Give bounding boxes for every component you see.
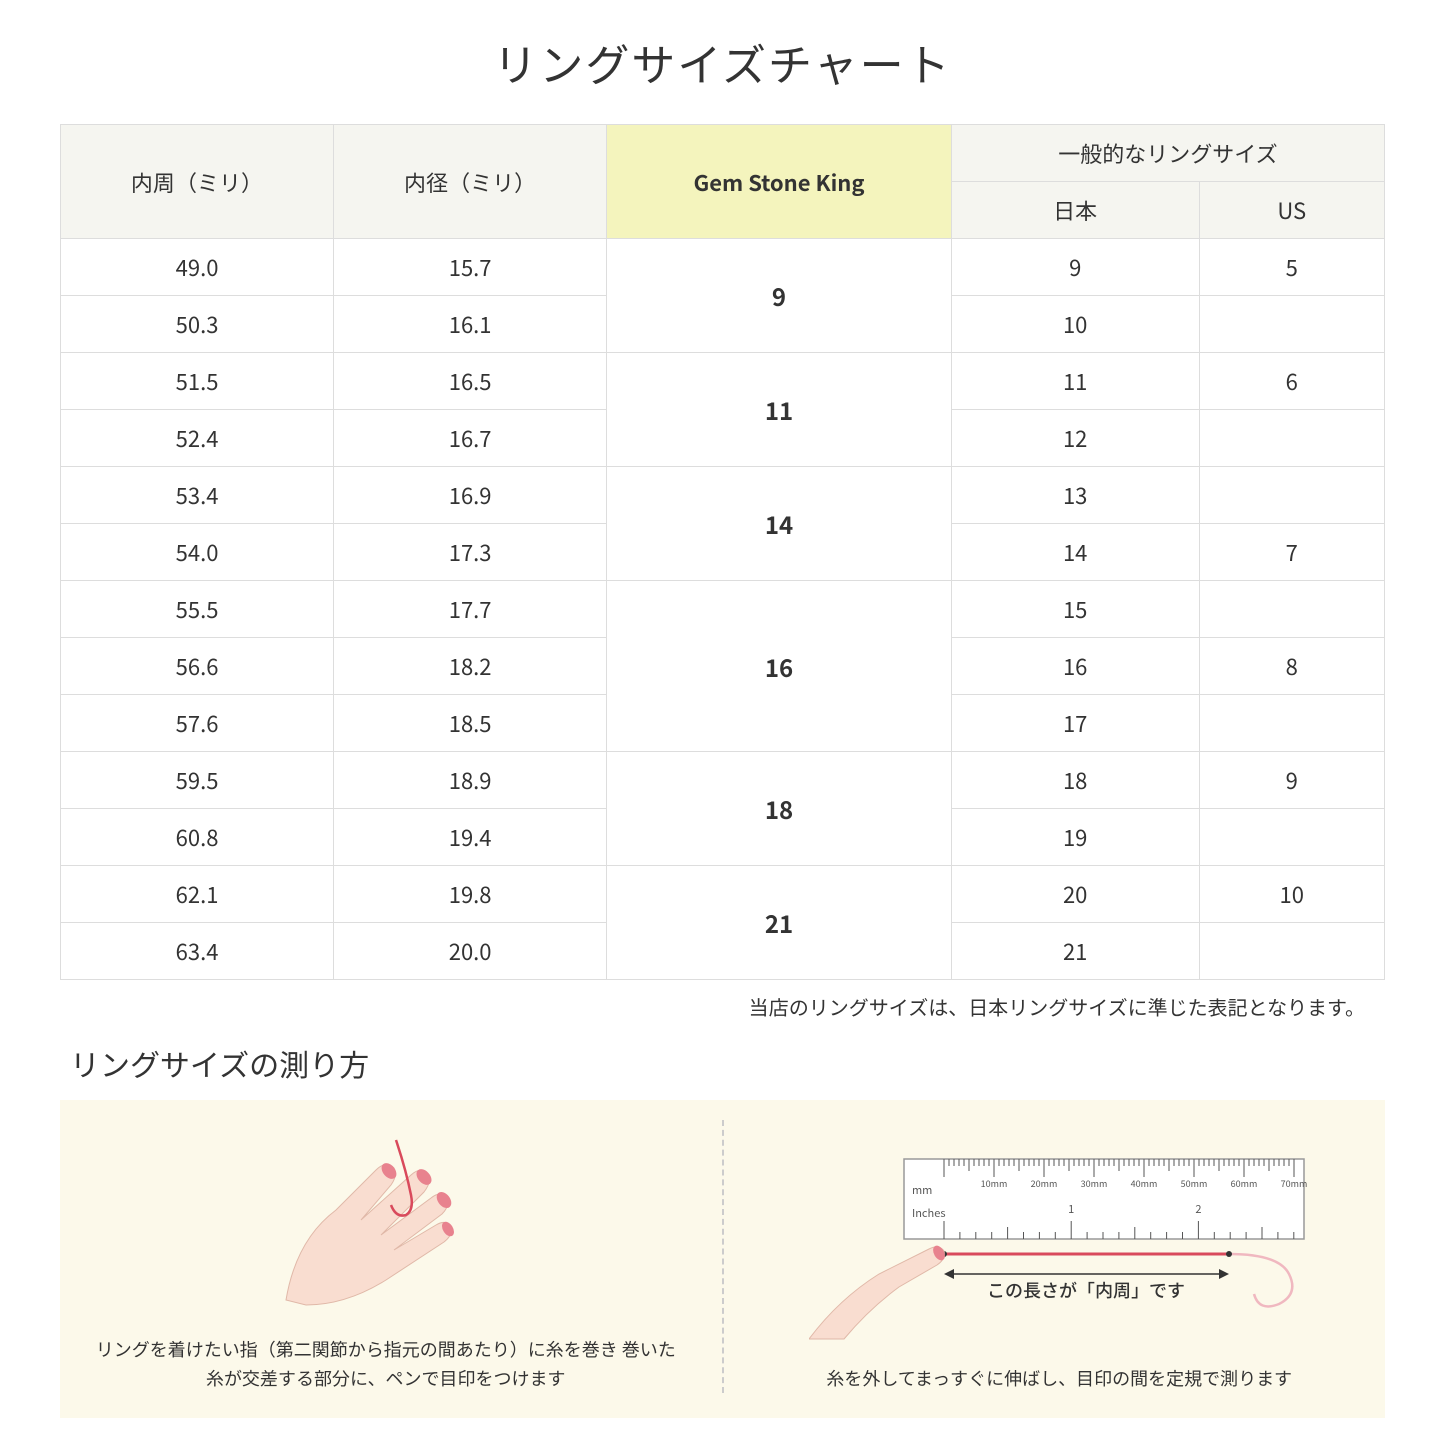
- svg-text:50mm: 50mm: [1181, 1177, 1208, 1190]
- cell-us: [1199, 410, 1384, 467]
- cell-diam: 18.5: [334, 695, 607, 752]
- col-general: 一般的なリングサイズ: [951, 125, 1384, 182]
- cell-jp: 16: [951, 638, 1199, 695]
- svg-text:2: 2: [1196, 1201, 1202, 1217]
- cell-us: 8: [1199, 638, 1384, 695]
- table-row: 59.518.918189: [61, 752, 1385, 809]
- cell-us: [1199, 695, 1384, 752]
- svg-text:10mm: 10mm: [981, 1177, 1008, 1190]
- cell-circ: 55.5: [61, 581, 334, 638]
- table-row: 55.517.71615: [61, 581, 1385, 638]
- cell-gsk: 9: [607, 239, 952, 353]
- table-row: 51.516.511116: [61, 353, 1385, 410]
- cell-us: [1199, 581, 1384, 638]
- cell-diam: 16.1: [334, 296, 607, 353]
- svg-text:70mm: 70mm: [1281, 1177, 1308, 1190]
- cell-jp: 19: [951, 809, 1199, 866]
- cell-jp: 21: [951, 923, 1199, 980]
- cell-diam: 16.7: [334, 410, 607, 467]
- size-note: 当店のリングサイズは、日本リングサイズに準じた表記となります。: [60, 992, 1385, 1021]
- cell-circ: 63.4: [61, 923, 334, 980]
- svg-text:この長さが「内周」です: この長さが「内周」です: [987, 1277, 1185, 1303]
- cell-jp: 15: [951, 581, 1199, 638]
- cell-jp: 17: [951, 695, 1199, 752]
- cell-us: [1199, 467, 1384, 524]
- ruler-measure-icon: mm Inches 10mm 20mm 30mm 40mm 50mm 60mm 70mm 1…: [809, 1149, 1309, 1349]
- panel-divider: [722, 1120, 724, 1393]
- cell-circ: 54.0: [61, 524, 334, 581]
- cell-circ: 52.4: [61, 410, 334, 467]
- cell-jp: 20: [951, 866, 1199, 923]
- cell-diam: 18.2: [334, 638, 607, 695]
- col-us: US: [1199, 182, 1384, 239]
- panel2-text: 糸を外してまっすぐに伸ばし、目印の間を定規で測ります: [826, 1364, 1292, 1393]
- cell-circ: 59.5: [61, 752, 334, 809]
- cell-circ: 49.0: [61, 239, 334, 296]
- cell-circ: 50.3: [61, 296, 334, 353]
- cell-us: 7: [1199, 524, 1384, 581]
- cell-us: 6: [1199, 353, 1384, 410]
- cell-gsk: 14: [607, 467, 952, 581]
- cell-diam: 18.9: [334, 752, 607, 809]
- ring-size-table: 内周（ミリ） 内径（ミリ） Gem Stone King 一般的なリングサイズ …: [60, 124, 1385, 980]
- col-circumference: 内周（ミリ）: [61, 125, 334, 239]
- cell-gsk: 18: [607, 752, 952, 866]
- cell-diam: 16.9: [334, 467, 607, 524]
- cell-gsk: 11: [607, 353, 952, 467]
- panel1-text: リングを着けたい指（第二関節から指元の間あたり）に糸を巻き 巻いた糸が交差する部…: [90, 1335, 682, 1393]
- cell-gsk: 21: [607, 866, 952, 980]
- table-row: 53.416.91413: [61, 467, 1385, 524]
- cell-diam: 15.7: [334, 239, 607, 296]
- cell-us: [1199, 809, 1384, 866]
- svg-text:1: 1: [1068, 1201, 1074, 1217]
- panel-wrap-thread: リングを着けたい指（第二関節から指元の間あたり）に糸を巻き 巻いた糸が交差する部…: [90, 1120, 682, 1393]
- cell-diam: 20.0: [334, 923, 607, 980]
- cell-jp: 9: [951, 239, 1199, 296]
- cell-diam: 17.7: [334, 581, 607, 638]
- cell-diam: 19.4: [334, 809, 607, 866]
- table-row: 49.015.7995: [61, 239, 1385, 296]
- cell-jp: 18: [951, 752, 1199, 809]
- panel-measure-ruler: mm Inches 10mm 20mm 30mm 40mm 50mm 60mm 70mm 1…: [764, 1120, 1356, 1393]
- col-gsk: Gem Stone King: [607, 125, 952, 239]
- svg-text:mm: mm: [912, 1182, 932, 1198]
- cell-jp: 14: [951, 524, 1199, 581]
- measure-title: リングサイズの測り方: [60, 1041, 1385, 1085]
- cell-circ: 57.6: [61, 695, 334, 752]
- col-diameter: 内径（ミリ）: [334, 125, 607, 239]
- cell-circ: 56.6: [61, 638, 334, 695]
- cell-circ: 62.1: [61, 866, 334, 923]
- svg-text:60mm: 60mm: [1231, 1177, 1258, 1190]
- svg-text:30mm: 30mm: [1081, 1177, 1108, 1190]
- svg-text:20mm: 20mm: [1031, 1177, 1058, 1190]
- cell-us: 9: [1199, 752, 1384, 809]
- cell-jp: 12: [951, 410, 1199, 467]
- cell-jp: 10: [951, 296, 1199, 353]
- cell-diam: 16.5: [334, 353, 607, 410]
- cell-jp: 11: [951, 353, 1199, 410]
- instructions-panel: リングを着けたい指（第二関節から指元の間あたり）に糸を巻き 巻いた糸が交差する部…: [60, 1100, 1385, 1418]
- page-title: リングサイズチャート: [60, 30, 1385, 94]
- svg-text:Inches: Inches: [912, 1205, 945, 1221]
- cell-diam: 17.3: [334, 524, 607, 581]
- cell-us: 5: [1199, 239, 1384, 296]
- cell-gsk: 16: [607, 581, 952, 752]
- hand-wrap-icon: [246, 1120, 526, 1320]
- cell-jp: 13: [951, 467, 1199, 524]
- cell-circ: 53.4: [61, 467, 334, 524]
- cell-circ: 51.5: [61, 353, 334, 410]
- cell-us: [1199, 923, 1384, 980]
- col-japan: 日本: [951, 182, 1199, 239]
- cell-us: 10: [1199, 866, 1384, 923]
- cell-diam: 19.8: [334, 866, 607, 923]
- cell-us: [1199, 296, 1384, 353]
- table-row: 62.119.8212010: [61, 866, 1385, 923]
- cell-circ: 60.8: [61, 809, 334, 866]
- svg-text:40mm: 40mm: [1131, 1177, 1158, 1190]
